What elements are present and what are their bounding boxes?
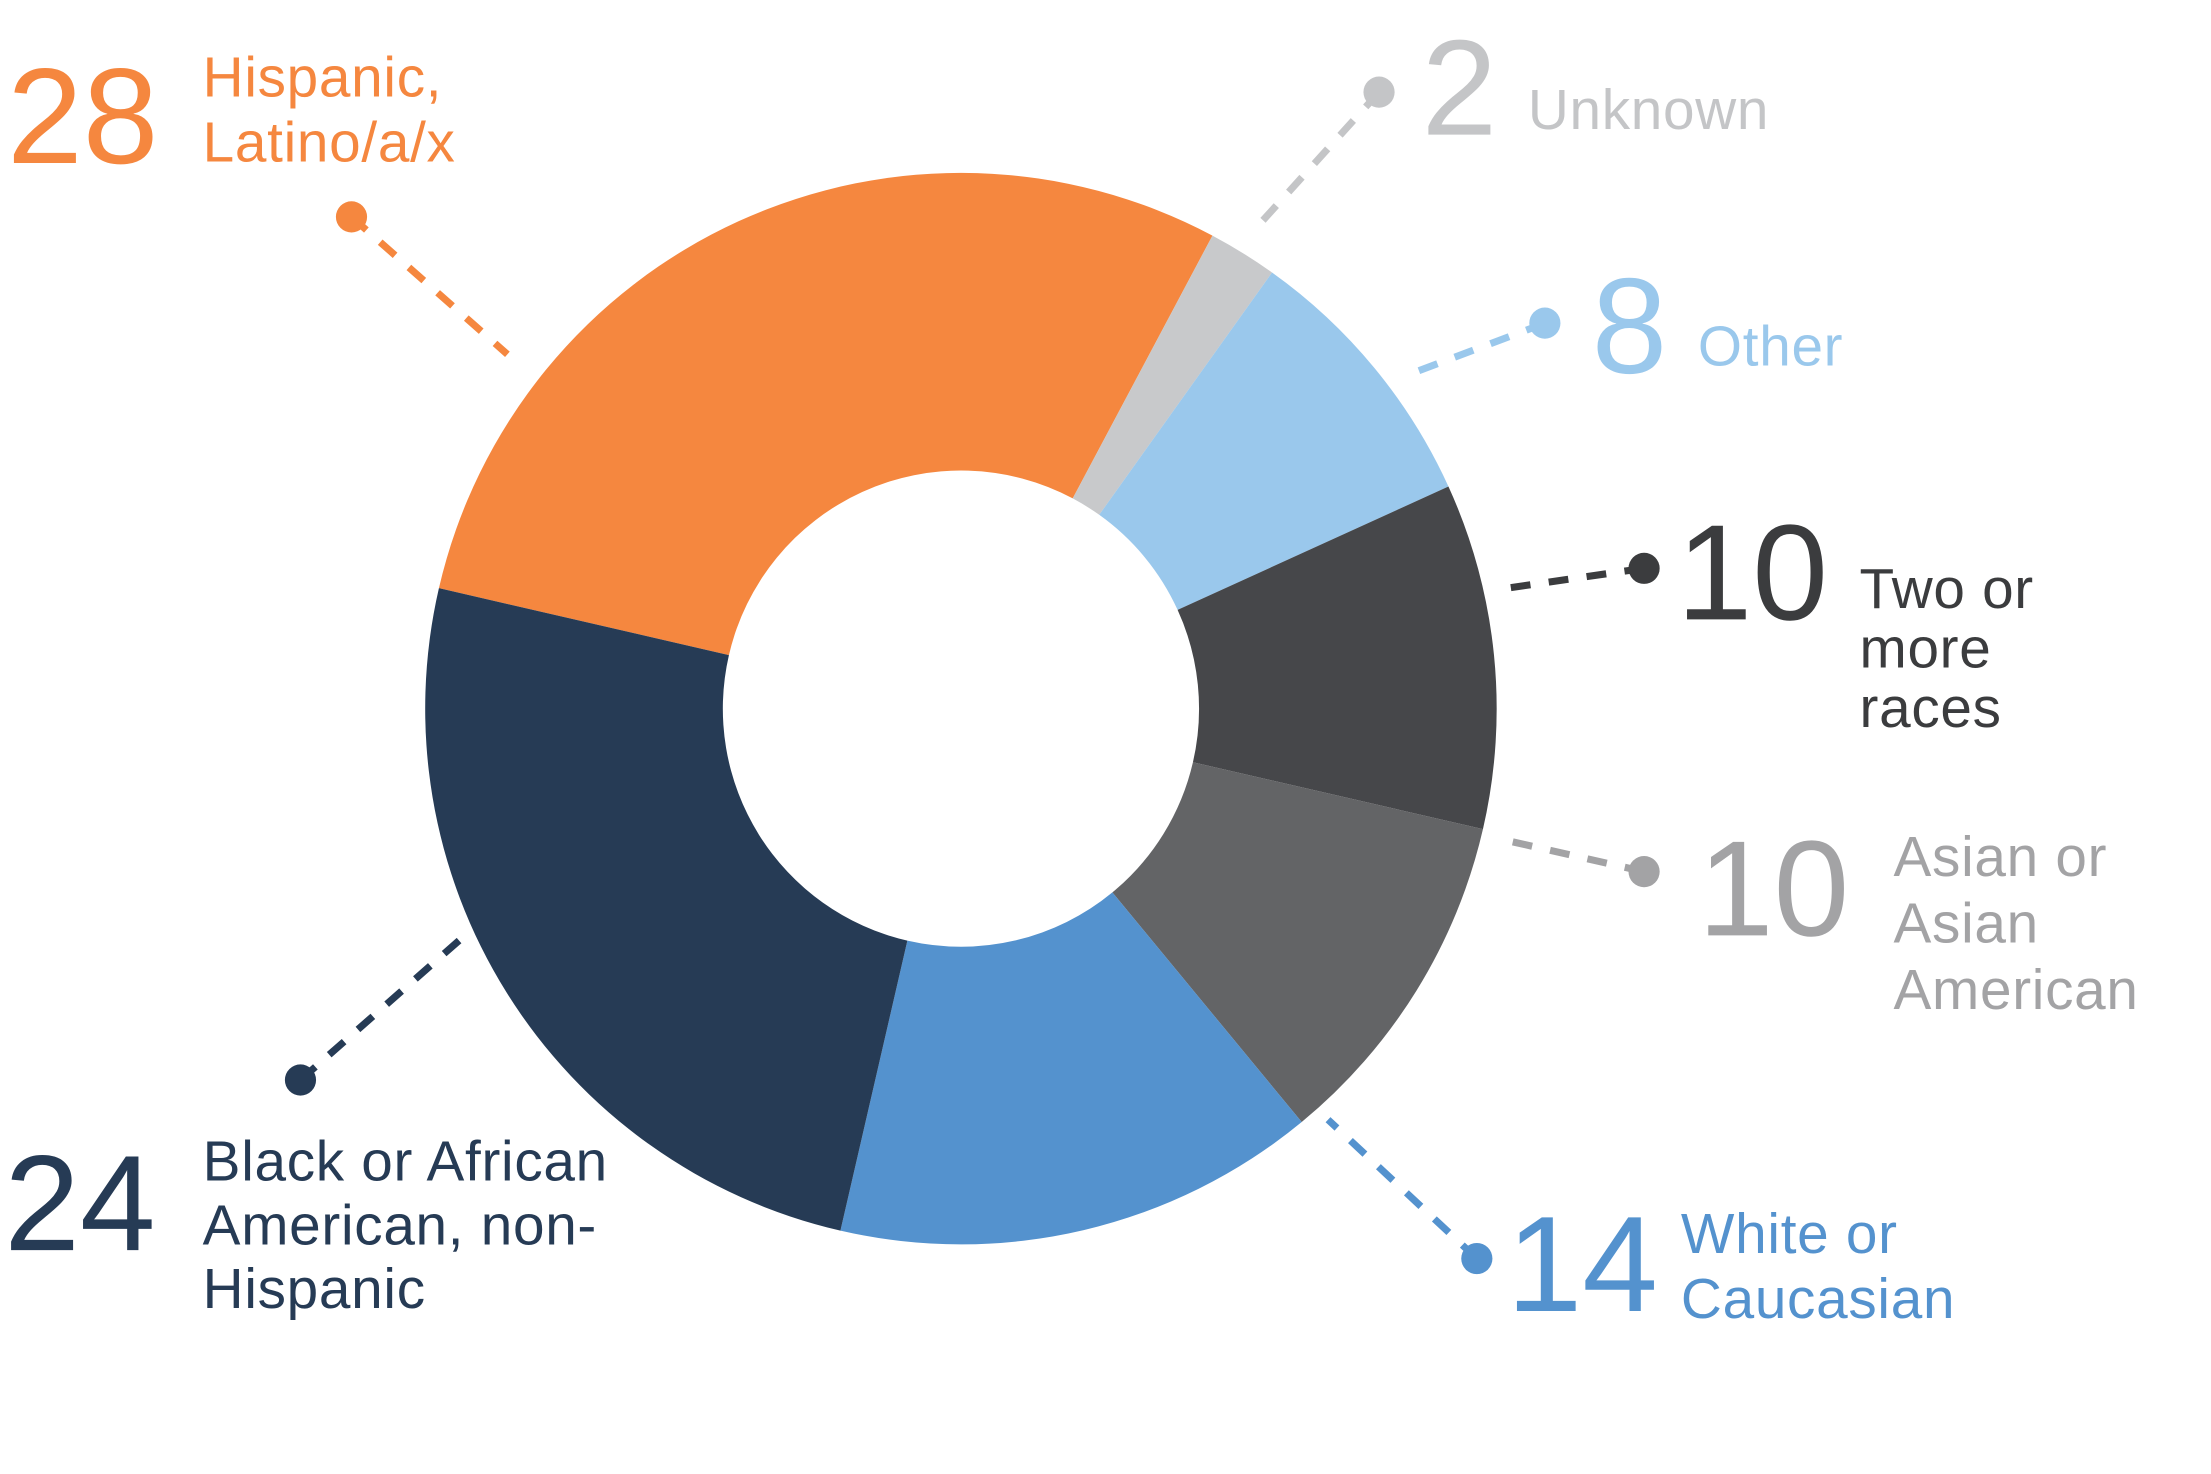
donut-slice <box>1177 486 1497 830</box>
donut-slice <box>1099 272 1449 610</box>
leader-line <box>1325 1117 1480 1262</box>
leader-dot <box>335 201 368 233</box>
donut-slice <box>425 588 908 1231</box>
category-label: Two or more races <box>1859 558 2034 740</box>
leader-dot <box>1628 856 1660 888</box>
donut-slice <box>840 892 1302 1245</box>
leader-line <box>1505 837 1645 876</box>
category-label: White or Caucasian <box>1680 1203 1956 1331</box>
leader-dot <box>1363 76 1395 108</box>
leader-line <box>1416 319 1547 375</box>
category-label: Unknown <box>1527 79 1770 142</box>
category-label: Hispanic, Latino/a/x <box>202 46 456 175</box>
leader-line <box>349 214 510 357</box>
leader-dot <box>1461 1242 1493 1275</box>
donut-slice <box>1072 235 1273 515</box>
leader-dot <box>284 1064 317 1096</box>
leader-line <box>1254 89 1382 230</box>
leader-line <box>1506 564 1645 592</box>
value-label: 28 <box>7 40 158 192</box>
value-label: 2 <box>1422 12 1498 164</box>
category-label: Asian or Asian American <box>1893 826 2139 1022</box>
value-label: 10 <box>1677 496 1828 648</box>
value-label: 8 <box>1592 250 1668 402</box>
value-label: 10 <box>1698 812 1849 964</box>
value-label: 14 <box>1507 1188 1658 1340</box>
donut-slice <box>438 172 1213 656</box>
donut-slice <box>1112 762 1483 1123</box>
leader-dot <box>1529 307 1561 339</box>
leader-dot <box>1628 552 1660 584</box>
category-label: Other <box>1697 316 1844 379</box>
value-label: 24 <box>4 1127 155 1279</box>
leader-line <box>298 932 468 1083</box>
category-label: Black or African American, non-Hispanic <box>202 1131 608 1321</box>
